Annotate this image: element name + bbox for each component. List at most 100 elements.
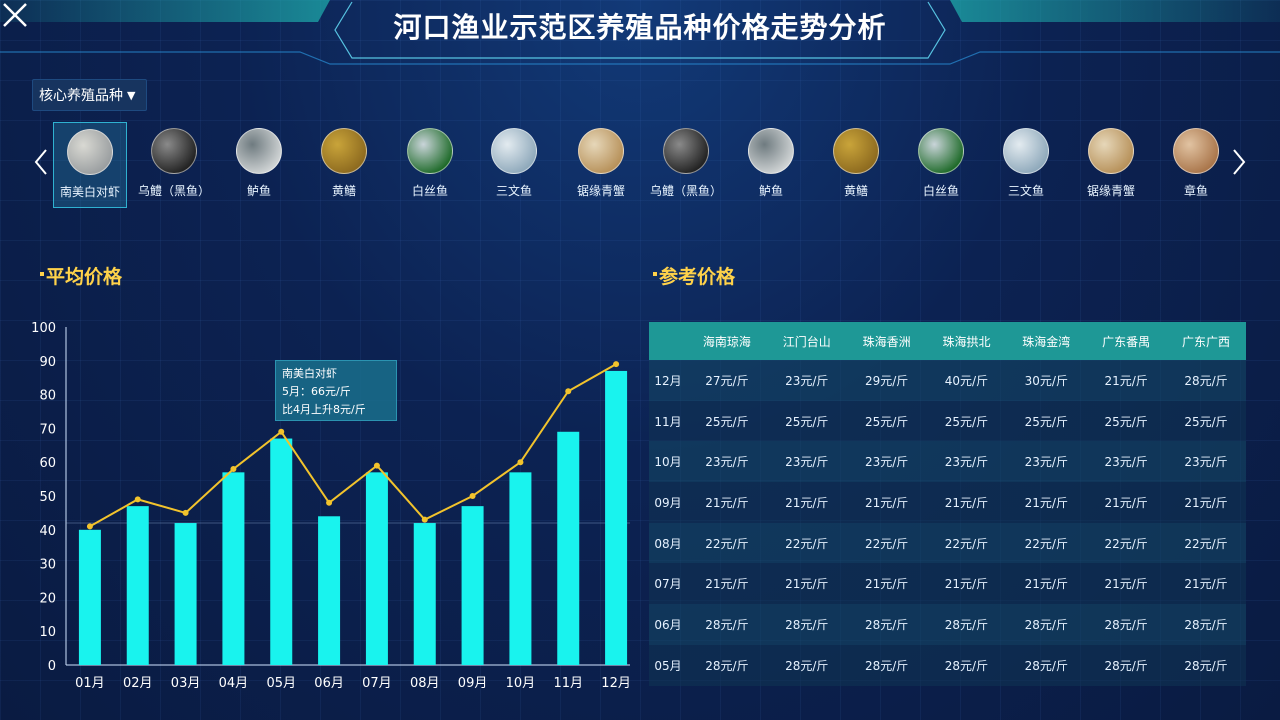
tooltip-line-1: 南美白对虾: [282, 367, 337, 380]
table-cell: 21元/斤: [1166, 563, 1246, 605]
species-label: 三文鱼: [1007, 184, 1044, 198]
species-item[interactable]: 章鱼: [1159, 122, 1233, 208]
caret-down-icon: ▼: [127, 88, 136, 102]
table-cell: 23元/斤: [846, 441, 927, 483]
avg-price-title-text: 平均价格: [46, 266, 123, 288]
category-dropdown[interactable]: 核心养殖品种 ▼: [32, 79, 147, 111]
avg-price-title: 平均价格: [40, 262, 123, 289]
table-cell: 25元/斤: [926, 400, 1007, 442]
species-item[interactable]: 白丝鱼: [393, 122, 467, 208]
x-tick-label: 06月: [314, 676, 344, 691]
table-cell: 22元/斤: [766, 522, 847, 564]
table-cell: 28元/斤: [926, 604, 1007, 645]
table-cell: 29元/斤: [846, 360, 927, 401]
x-tick-label: 03月: [171, 676, 201, 691]
species-label: 三文鱼: [495, 184, 532, 198]
table-cell: 28元/斤: [1166, 360, 1246, 401]
table-cell: 22元/斤: [687, 522, 767, 564]
tooltip-line-2: 5月：66元/斤: [282, 385, 351, 398]
table-month-cell: 12月: [649, 360, 687, 401]
table-header-cell: 海南琼海: [687, 322, 767, 360]
species-item[interactable]: 锯缘青蟹: [1074, 122, 1148, 208]
species-label: 白丝鱼: [922, 184, 959, 198]
close-icon[interactable]: [0, 0, 30, 30]
table-cell: 23元/斤: [766, 360, 847, 401]
table-cell: 21元/斤: [687, 482, 767, 523]
trend-point: [517, 459, 524, 466]
chart-bar: [78, 529, 101, 665]
table-cell: 23元/斤: [1006, 441, 1087, 483]
table-cell: 23元/斤: [1086, 441, 1167, 483]
table-cell: 25元/斤: [1006, 400, 1087, 442]
species-label: 乌鳢（黑鱼）: [137, 184, 210, 198]
table-row: 06月 28元/斤 28元/斤 28元/斤 28元/斤 28元/斤 28元/斤 28元/斤: [649, 604, 1246, 645]
species-item[interactable]: 三文鱼: [989, 122, 1063, 208]
species-item[interactable]: 鲈鱼: [222, 122, 296, 208]
header-frame: [0, 0, 1280, 65]
trend-line: [89, 363, 617, 528]
table-cell: 23元/斤: [687, 441, 767, 483]
title-marker: [653, 272, 657, 276]
species-item[interactable]: 乌鳢（黑鱼）: [137, 122, 211, 208]
table-cell: 22元/斤: [1086, 522, 1167, 564]
table-cell: 21元/斤: [1086, 482, 1167, 523]
table-cell: 28元/斤: [846, 604, 927, 645]
species-item[interactable]: 黄鳝: [307, 122, 381, 208]
table-row: 05月 28元/斤 28元/斤 28元/斤 28元/斤 28元/斤 28元/斤 28元/斤: [649, 644, 1246, 686]
x-tick-label: 07月: [362, 676, 392, 691]
chart-bar: [126, 506, 149, 665]
species-thumbnail: [918, 128, 964, 174]
chevron-right-icon[interactable]: [1232, 148, 1246, 176]
table-cell: 22元/斤: [1006, 522, 1087, 564]
table-cell: 28元/斤: [1166, 644, 1246, 686]
species-item[interactable]: 白丝鱼: [904, 122, 978, 208]
table-cell: 28元/斤: [1166, 604, 1246, 645]
table-month-cell: 11月: [649, 400, 687, 442]
x-tick-label: 12月: [601, 676, 630, 691]
chart-bar: [461, 506, 484, 665]
species-item[interactable]: 南美白对虾: [53, 122, 127, 208]
table-cell: 21元/斤: [766, 482, 847, 523]
species-thumbnail: [833, 128, 879, 174]
x-tick-label: 10月: [506, 676, 536, 691]
x-tick-label: 09月: [458, 676, 488, 691]
chevron-left-icon[interactable]: [34, 148, 48, 176]
trend-point: [326, 499, 333, 506]
chart-bar: [413, 523, 436, 665]
trend-point: [278, 428, 285, 435]
species-item[interactable]: 黄鳝: [819, 122, 893, 208]
tooltip-line-3: 比4月上升8元/斤: [282, 403, 366, 416]
species-item[interactable]: 锯缘青蟹: [564, 122, 638, 208]
species-thumbnail: [491, 128, 537, 174]
table-month-cell: 10月: [649, 441, 687, 483]
species-item[interactable]: 三文鱼: [477, 122, 551, 208]
y-tick-label: 80: [39, 389, 56, 404]
table-cell: 21元/斤: [687, 563, 767, 605]
species-thumbnail: [407, 128, 453, 174]
species-thumbnail: [236, 128, 282, 174]
x-tick-label: 01月: [75, 676, 105, 691]
y-tick-label: 0: [48, 659, 56, 674]
table-cell: 28元/斤: [1006, 644, 1087, 686]
species-thumbnail: [663, 128, 709, 174]
table-cell: 25元/斤: [766, 400, 847, 442]
table-cell: 27元/斤: [687, 360, 767, 401]
ref-price-title: 参考价格: [653, 262, 735, 289]
trend-point: [565, 388, 572, 395]
species-item[interactable]: 鲈鱼: [734, 122, 808, 208]
table-header-cell: [649, 322, 687, 360]
table-cell: 28元/斤: [766, 604, 847, 645]
table-cell: 25元/斤: [687, 400, 767, 442]
table-cell: 25元/斤: [1166, 400, 1246, 442]
table-header-cell: 珠海拱北: [926, 322, 1007, 360]
table-cell: 22元/斤: [846, 522, 927, 564]
table-month-cell: 06月: [649, 604, 687, 645]
table-header-cell: 江门台山: [766, 322, 847, 360]
page-title: 河口渔业示范区养殖品种价格走势分析: [393, 11, 887, 44]
species-thumbnail: [67, 129, 113, 175]
species-item[interactable]: 乌鳢（黑鱼）: [649, 122, 723, 208]
table-cell: 23元/斤: [1166, 441, 1246, 483]
category-label: 核心养殖品种: [39, 88, 123, 104]
table-cell: 25元/斤: [1086, 400, 1167, 442]
y-tick-label: 60: [39, 456, 56, 471]
